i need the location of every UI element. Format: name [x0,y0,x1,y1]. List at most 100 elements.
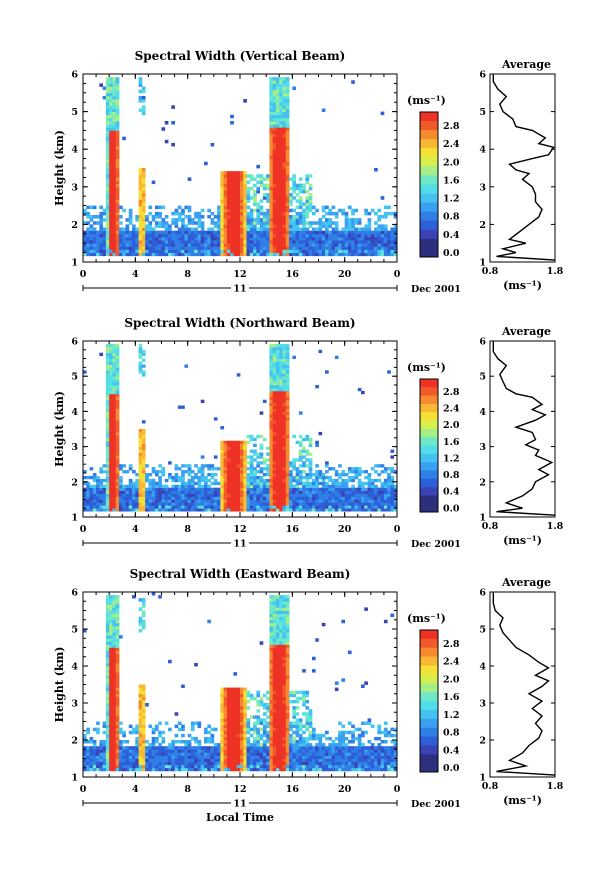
heatmap-cell [387,481,391,486]
heatmap-cell [109,83,113,87]
heatmap-cell [230,709,234,713]
heatmap-cell [240,449,244,453]
heatmap-cell [109,610,113,614]
heatmap-cell [262,487,267,491]
heatmap-cell [141,455,146,459]
heatmap-cell [246,236,251,241]
heatmap-cell [344,493,349,497]
heatmap-cell [308,496,313,500]
heatmap-cell [279,80,283,84]
heatmap-cell [387,473,391,477]
heatmap-cell [279,440,283,445]
heatmap-cell [334,211,339,216]
heatmap-cell [112,440,117,445]
heatmap-cell [190,736,195,741]
heatmap-cell [194,764,198,769]
heatmap-cell [105,243,110,247]
heatmap-cell [141,619,146,624]
heatmap-cell [109,111,113,116]
heatmap-cell [112,161,117,166]
heatmap-cell [249,505,254,509]
heatmap-cell [347,205,352,210]
heatmap-cell [282,426,287,430]
heatmap-cell [141,502,146,506]
heatmap-cell [138,687,143,692]
heatmap-cell [325,499,329,503]
heatmap-cell [112,746,117,750]
heatmap-cell [374,493,378,497]
heatmap-cell [325,221,329,225]
heatmap-cell [269,478,274,483]
heatmap-cell [109,183,113,188]
heatmap-cell [240,461,244,465]
heatmap-cell [308,246,313,250]
heatmap-cell [243,211,247,216]
heatmap-cell [226,718,231,722]
heatmap-cell [236,183,241,188]
heatmap-cell [256,487,261,491]
heatmap-cell [253,218,257,222]
heatmap-cell [115,358,120,362]
heatmap-cell [236,496,241,500]
heatmap-cell [351,502,355,506]
heatmap-cell [109,635,113,639]
heatmap-cell [105,638,110,642]
heatmap-cell [223,740,228,744]
heatmap-cell [230,718,234,722]
heatmap-cell [102,724,107,729]
heatmap-cell [145,755,149,759]
heatmap-cell [328,224,332,228]
heatmap-cell [302,505,306,509]
heatmap-cell [161,224,166,228]
heatmap-cell [115,496,120,500]
heatmap-cell [220,189,225,194]
heatmap-cell [282,423,287,427]
heatmap-cell [171,761,175,766]
heatmap-cell [109,352,113,357]
heatmap-cell [112,80,117,84]
heatmap-cell [141,458,146,462]
heatmap-cell [269,164,274,169]
heatmap-cell [128,767,133,772]
y-tick-label: 5 [71,372,78,383]
heatmap-cell [367,224,372,228]
heatmap-cell [105,193,110,197]
heatmap-cell [109,379,113,383]
heatmap-cell [125,761,130,766]
heatmap-cell [96,243,100,247]
heatmap-cell [194,736,198,741]
heatmap-cell [321,496,326,500]
heatmap-cell [240,487,244,491]
heatmap-cell [118,240,123,244]
heatmap-cell [184,470,189,474]
heatmap-cell [240,215,244,219]
heatmap-cell [112,130,117,134]
heatmap-cell [354,227,359,232]
heatmap-cell [272,240,277,244]
heatmap-cell [132,470,136,474]
heatmap-cell [240,199,244,203]
heatmap-cell [200,508,205,512]
heatmap-cell [217,767,221,772]
heatmap-cell [190,758,195,762]
heatmap-cell [393,493,398,497]
colorbar-title: (ms⁻¹) [407,94,446,107]
heatmap-cell [177,490,182,494]
heatmap-cell [295,249,300,253]
heatmap-cell [105,152,110,156]
heatmap-cell [308,233,313,238]
heatmap-cell [92,478,97,483]
heatmap-cell [115,727,120,732]
heatmap-cell [128,490,133,494]
heatmap-cell [259,505,264,509]
heatmap-cell [295,221,300,225]
heatmap-cell [253,243,257,247]
heatmap-cell [302,246,306,250]
heatmap-cell [154,508,159,512]
heatmap-cell [171,755,175,759]
heatmap-cell [302,252,306,257]
heatmap-cell [89,467,94,471]
heatmap-cell [105,111,110,116]
heatmap-cell [325,205,329,210]
